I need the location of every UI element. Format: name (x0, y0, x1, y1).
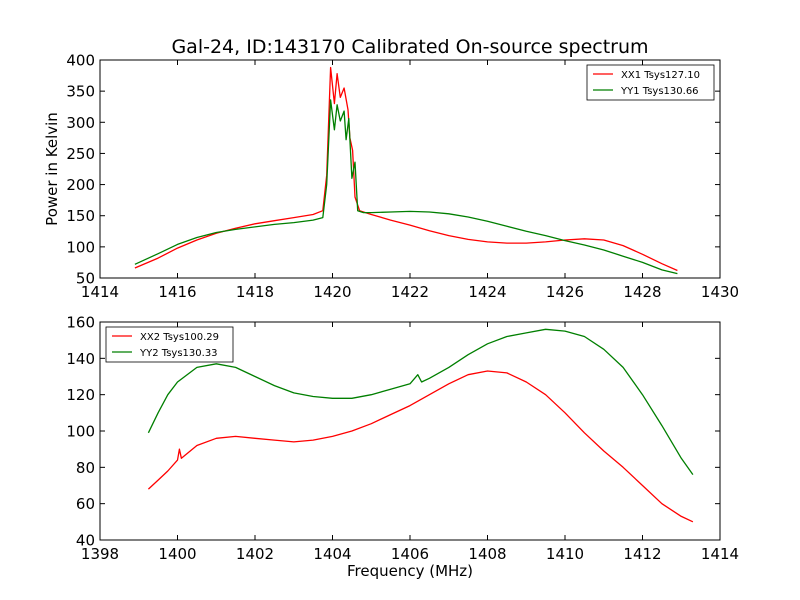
bottom-x-tick-label: 1408 (468, 545, 506, 563)
bottom-legend-box (105, 326, 234, 363)
top-x-tick-label: 1420 (313, 283, 351, 301)
top-tick-labels: 1414 1416 1418 1420 1422 1424 1426 1428 1430 50 10… (66, 52, 739, 302)
top-x-tick-label: 1422 (391, 283, 429, 301)
bottom-axis-ticks (99, 321, 721, 541)
top-panel: 1414 1416 1418 1420 1422 1424 1426 1428 1430 50 10… (66, 52, 739, 302)
chart-title: Gal-24, ID:143170 Calibrated On-source s… (171, 36, 648, 58)
bottom-legend-label-xx2: XX2 Tsys100.29 (140, 332, 219, 343)
top-x-tick-label: 1416 (158, 283, 196, 301)
top-series-line-yy1 (134, 99, 678, 275)
bottom-x-tick-label: 1402 (236, 545, 274, 563)
bottom-x-tick-label: 1398 (81, 545, 119, 563)
bottom-x-tick-label: 1404 (313, 545, 351, 563)
x-axis-label: Frequency (MHz) (347, 562, 473, 580)
bottom-y-tick-label: 140 (66, 350, 95, 368)
bottom-x-tick-label: 1410 (546, 545, 584, 563)
bottom-y-tick-label: 160 (66, 314, 95, 332)
top-legend: XX1 Tsys127.10 YY1 Tsys130.66 (586, 64, 715, 101)
bottom-y-tick-label: 40 (76, 532, 95, 550)
top-y-tick-label: 300 (66, 114, 95, 132)
top-legend-label-xx1: XX1 Tsys127.10 (621, 70, 700, 81)
top-y-tick-label: 50 (76, 270, 95, 288)
top-y-tick-label: 100 (66, 238, 95, 256)
bottom-series-line-xx2 (147, 370, 694, 523)
top-y-tick-label: 350 (66, 83, 95, 101)
bottom-series-group (147, 328, 694, 523)
bottom-x-tick-label: 1406 (391, 545, 429, 563)
top-x-tick-label: 1424 (468, 283, 506, 301)
top-legend-box (586, 64, 715, 101)
top-y-tick-label: 400 (66, 52, 95, 70)
bottom-tick-labels: 1398 1400 1402 1404 1406 1408 1410 1412 1414 40 60… (66, 314, 739, 564)
top-x-tick-label: 1418 (236, 283, 274, 301)
top-series-group (134, 66, 678, 275)
top-x-tick-label: 1426 (546, 283, 584, 301)
top-axis-ticks (99, 59, 721, 279)
bottom-legend-label-yy2: YY2 Tsys130.33 (139, 348, 218, 359)
top-legend-label-yy1: YY1 Tsys130.66 (620, 86, 699, 97)
bottom-y-tick-label: 60 (76, 495, 95, 513)
bottom-panel: 1398 1400 1402 1404 1406 1408 1410 1412 1414 40 60… (66, 314, 739, 564)
top-y-tick-label: 150 (66, 207, 95, 225)
top-y-tick-label: 200 (66, 176, 95, 194)
bottom-legend: XX2 Tsys100.29 YY2 Tsys130.33 (105, 326, 234, 363)
top-x-tick-label: 1430 (701, 283, 739, 301)
bottom-y-tick-label: 80 (76, 459, 95, 477)
bottom-series-line-yy2 (147, 328, 694, 475)
top-series-line-xx1 (134, 66, 678, 272)
top-y-tick-label: 250 (66, 145, 95, 163)
top-x-tick-label: 1428 (623, 283, 661, 301)
bottom-y-tick-label: 100 (66, 423, 95, 441)
bottom-x-tick-label: 1400 (158, 545, 196, 563)
bottom-x-tick-label: 1412 (623, 545, 661, 563)
bottom-y-tick-label: 120 (66, 386, 95, 404)
y-axis-label: Power in Kelvin (43, 112, 61, 226)
bottom-x-tick-label: 1414 (701, 545, 739, 563)
top-x-tick-label: 1414 (81, 283, 119, 301)
